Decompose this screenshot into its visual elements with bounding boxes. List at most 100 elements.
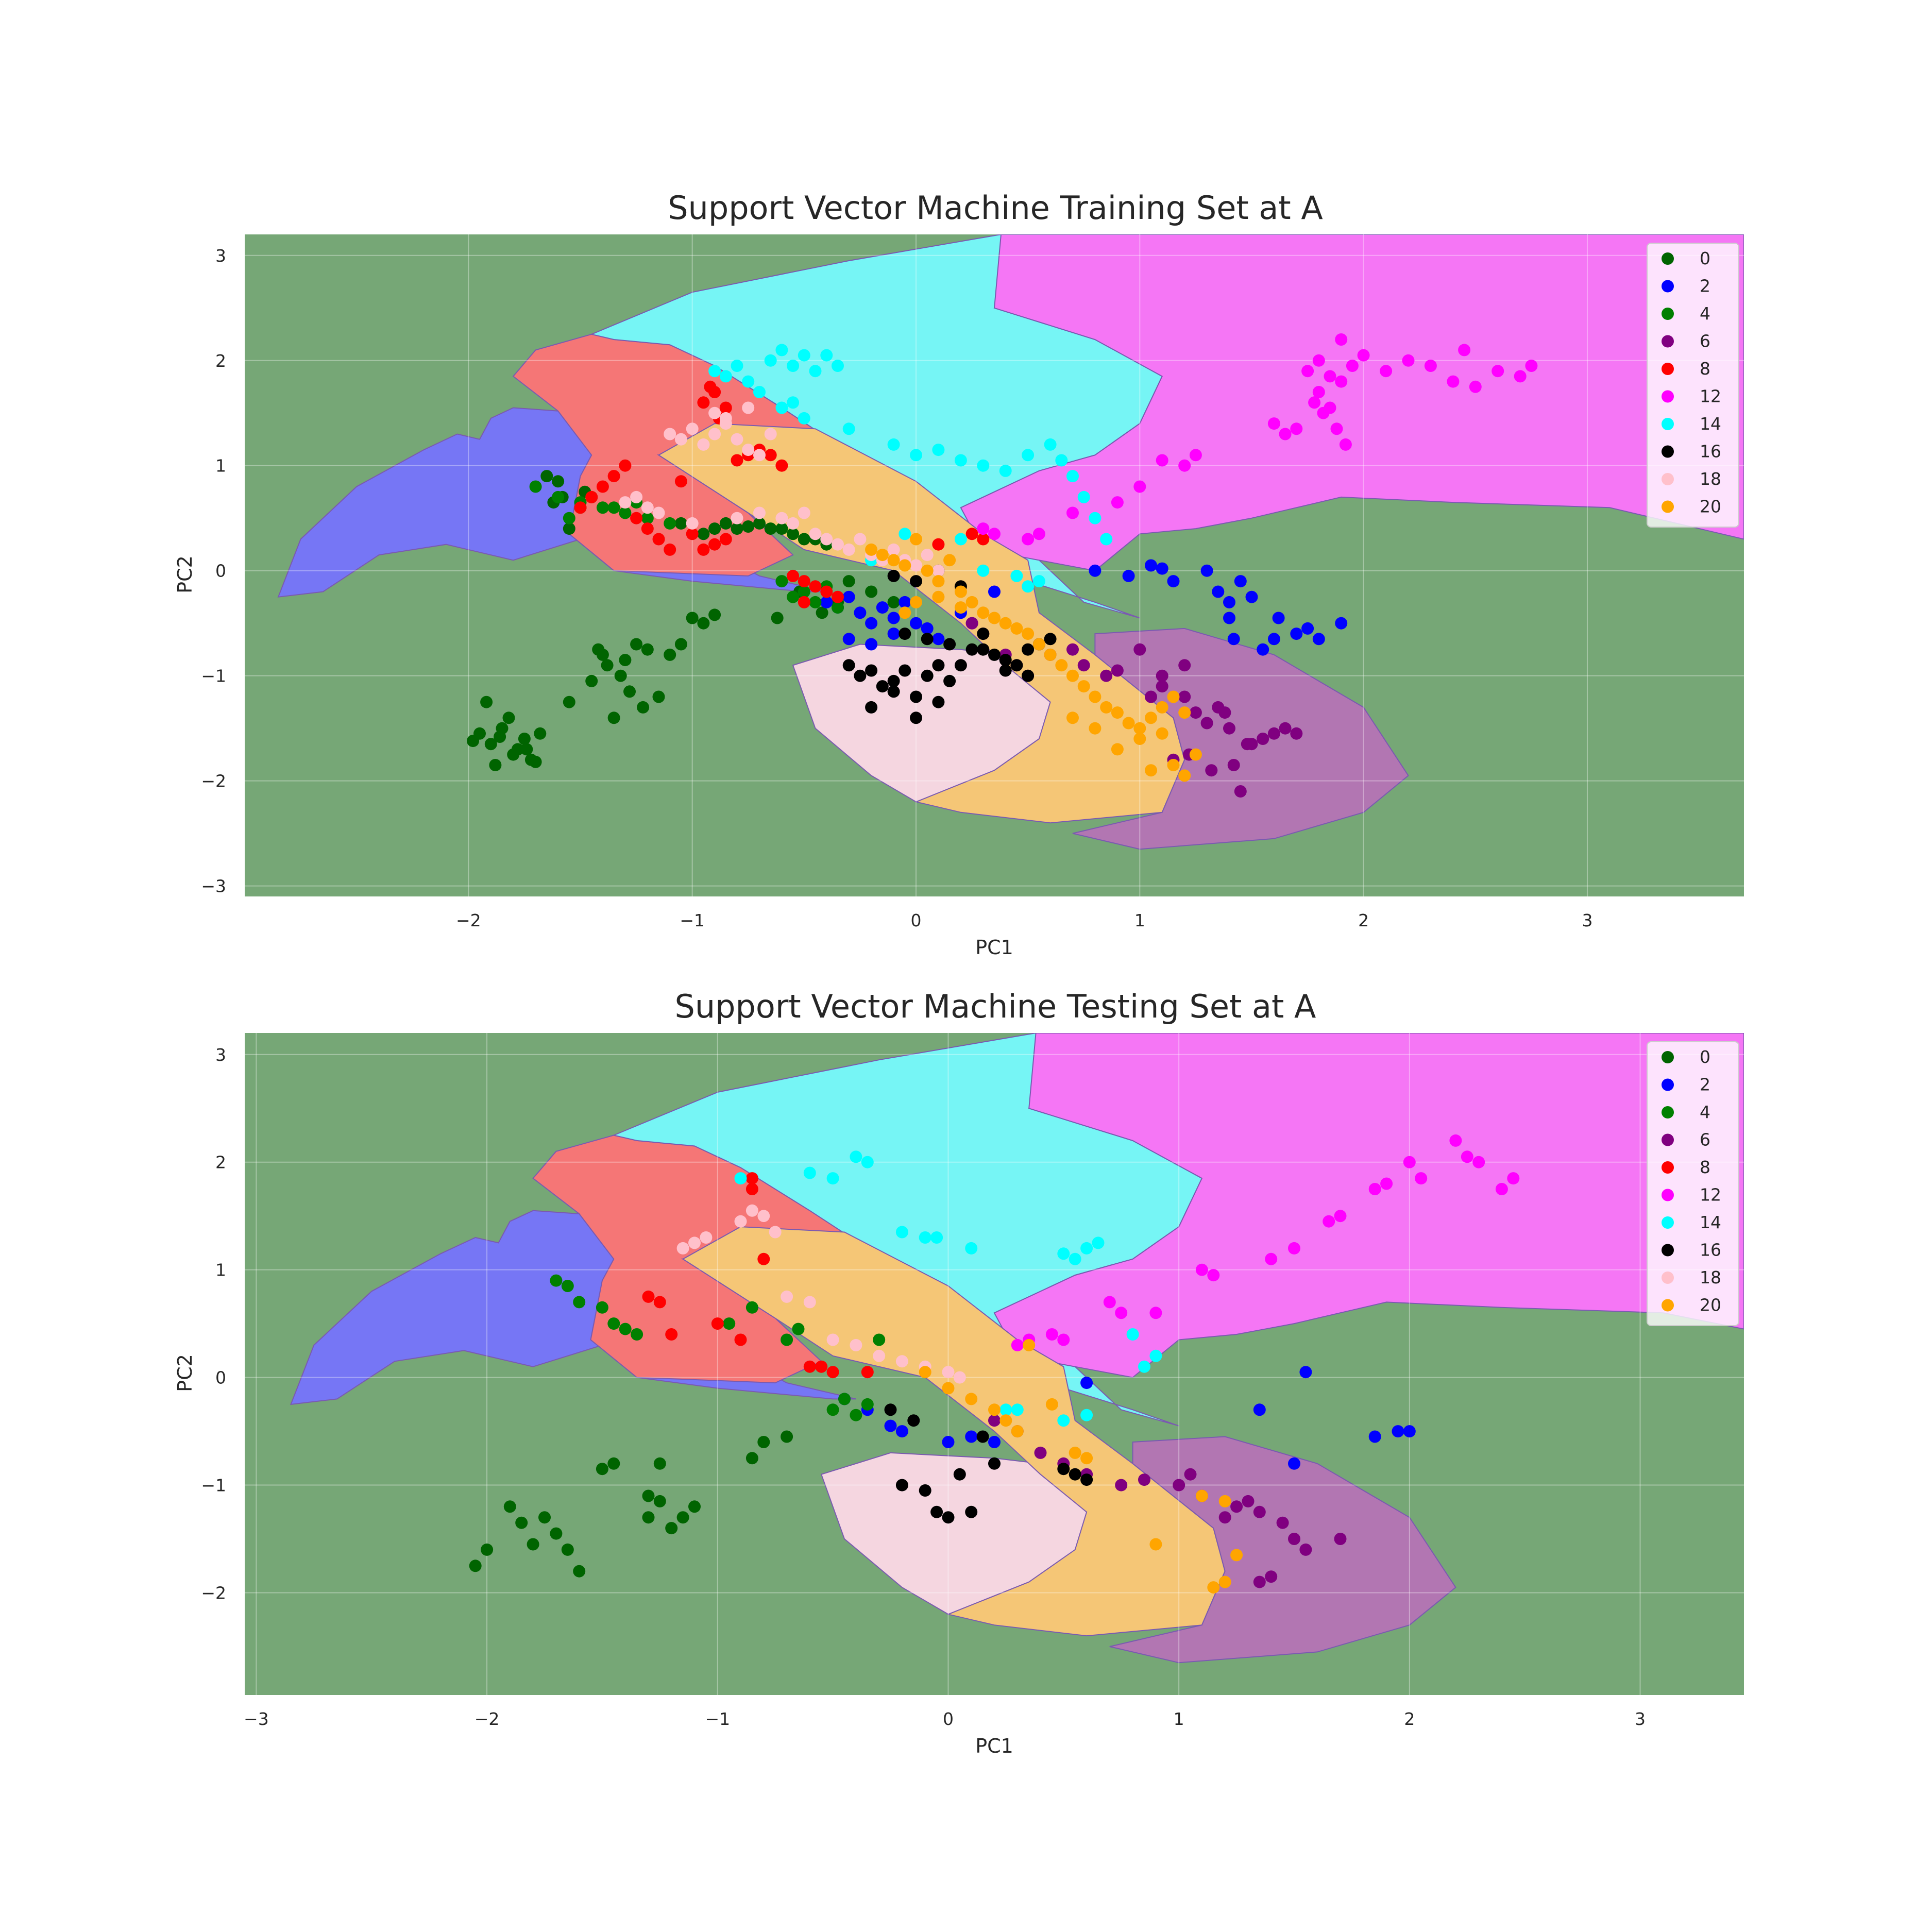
training-point-class-8 [731,454,743,467]
training-point-class-20 [999,617,1012,630]
testing-point-class-8 [757,1252,770,1265]
testing-region-20 [682,1226,1226,1637]
testing-x-ticks: −3 −2 −1 0 1 2 3 [244,1709,1646,1729]
testing-point-class-18 [826,1333,839,1346]
training-point-class-18 [731,433,743,446]
testing-point-class-8 [642,1290,655,1303]
training-legend-label: 2 [1700,276,1710,296]
training-point-class-16 [887,674,900,687]
testing-point-class-16 [965,1505,978,1518]
training-point-class-0 [511,743,524,756]
testing-x-axis-label: PC1 [975,1735,1013,1757]
testing-y-tick-label: 3 [215,1045,226,1065]
training-point-class-14 [1100,533,1113,546]
testing-point-class-18 [803,1296,816,1309]
training-point-class-8 [977,533,990,546]
training-point-class-6 [1133,643,1146,656]
training-point-class-18 [809,528,822,540]
testing-point-class-0 [688,1500,701,1513]
testing-point-class-4 [838,1393,851,1405]
testing-point-class-0 [596,1463,608,1476]
testing-point-class-18 [942,1366,955,1379]
training-point-class-0 [798,533,810,546]
training-point-class-0 [484,738,497,751]
testing-point-class-6 [1184,1468,1197,1481]
training-point-class-12 [1267,417,1280,430]
training-legend-marker [1662,335,1674,348]
testing-point-class-12 [1011,1338,1024,1351]
training-point-class-18 [742,401,755,414]
testing-legend-marker [1662,1161,1674,1174]
testing-point-class-6 [1334,1533,1347,1545]
testing-y-tick-label: 1 [215,1260,226,1280]
training-legend-label: 12 [1700,386,1721,406]
training-point-class-14 [1055,454,1068,467]
training-point-class-6 [1257,733,1269,745]
testing-legend-label: 0 [1700,1047,1710,1067]
training-legend-label: 16 [1700,442,1721,462]
training-point-class-4 [809,596,822,608]
training-point-class-20 [1066,669,1079,682]
training-point-class-6 [1267,727,1280,740]
training-point-class-0 [494,731,506,743]
testing-point-class-6 [1299,1543,1312,1556]
training-legend-marker [1662,280,1674,293]
testing-point-class-20 [988,1403,1001,1416]
training-x-tick-label: −1 [680,910,705,930]
testing-y-axis-label: PC2 [174,1354,196,1392]
testing-point-class-16 [1069,1468,1081,1481]
testing-legend-box [1647,1041,1739,1326]
testing-point-class-18 [895,1355,908,1368]
training-point-class-14 [842,422,855,435]
training-point-class-6 [1227,759,1240,771]
training-point-class-18 [719,412,732,425]
testing-point-class-8 [665,1328,678,1341]
training-point-class-12 [977,522,990,535]
training-point-class-20 [1133,722,1146,735]
training-point-class-6 [1156,680,1168,693]
training-point-class-6 [1234,785,1247,798]
training-point-class-8 [708,538,721,551]
testing-point-class-2 [1253,1403,1266,1416]
training-point-class-6 [1290,727,1303,740]
testing-point-class-2 [1288,1457,1300,1470]
training-point-class-20 [1133,733,1146,745]
training-point-class-12 [1424,360,1437,372]
training-point-class-2 [1223,612,1235,624]
training-point-class-20 [910,596,922,608]
testing-point-class-18 [850,1338,862,1351]
training-point-class-8 [965,528,978,540]
training-point-class-6 [1178,659,1191,672]
training-point-class-12 [1339,438,1352,451]
training-legend-marker [1662,500,1674,513]
training-point-class-20 [1167,759,1180,771]
training-point-class-2 [1167,575,1180,588]
training-point-class-20 [932,590,945,603]
training-point-class-8 [775,459,788,472]
training-legend-label: 0 [1700,248,1710,268]
testing-point-class-12 [1045,1328,1058,1341]
training-point-class-14 [899,528,911,540]
training-point-class-16 [1022,643,1035,656]
training-point-class-16 [842,659,855,672]
training-point-class-12 [1178,459,1191,472]
training-point-class-18 [742,444,755,456]
testing-point-class-4 [745,1301,758,1314]
training-x-tick-label: 3 [1582,910,1592,930]
testing-point-class-14 [1011,1403,1024,1416]
training-point-class-16 [865,664,878,677]
training-x-ticks: −2 −1 0 1 2 3 [456,910,1592,930]
training-point-class-18 [854,533,867,546]
testing-point-class-12 [1472,1156,1485,1168]
training-point-class-0 [708,608,721,621]
training-y-ticks: −3 −2 −1 0 1 2 3 [201,246,226,896]
testing-point-class-0 [653,1457,666,1470]
testing-plot-title: Support Vector Machine Testing Set at A [675,988,1316,1025]
training-point-class-20 [1156,727,1168,740]
training-point-class-2 [842,633,855,646]
training-point-class-8 [719,401,732,414]
training-point-class-16 [1022,669,1035,682]
testing-point-class-6 [1253,1505,1266,1518]
training-point-class-4 [664,517,676,530]
training-point-class-0 [742,520,755,533]
